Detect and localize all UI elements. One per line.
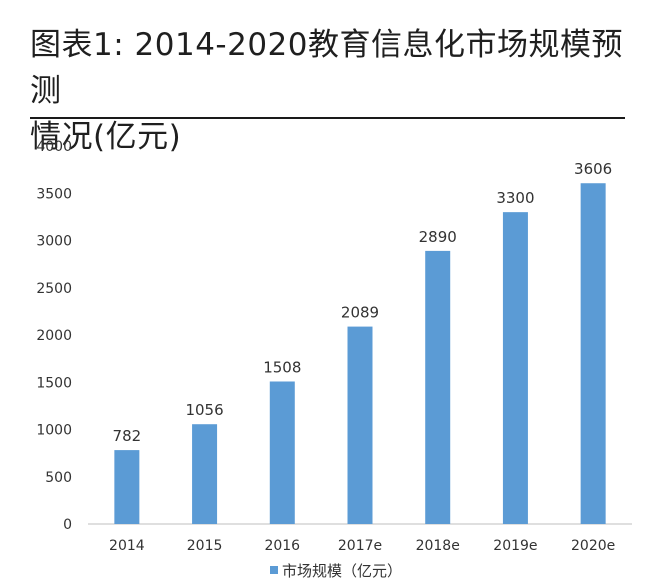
y-tick-label: 3500 bbox=[36, 186, 72, 202]
x-tick-label: 2016 bbox=[264, 538, 300, 554]
y-tick-label: 500 bbox=[45, 470, 72, 486]
legend-label: 市场规模（亿元） bbox=[282, 562, 402, 580]
x-tick-label: 2020e bbox=[571, 538, 615, 554]
chart-title-line-2: 情况(亿元) bbox=[30, 119, 182, 155]
data-label: 3606 bbox=[574, 160, 612, 178]
data-label: 1056 bbox=[185, 401, 223, 419]
x-tick-label: 2018e bbox=[416, 538, 460, 554]
bar bbox=[192, 424, 218, 524]
x-tick-label: 2017e bbox=[338, 538, 382, 554]
data-label: 2890 bbox=[419, 228, 457, 246]
data-label: 3300 bbox=[496, 189, 534, 207]
data-label: 2089 bbox=[341, 304, 379, 322]
bar bbox=[425, 250, 451, 524]
y-tick-label: 2500 bbox=[36, 281, 72, 297]
x-tick-label: 2014 bbox=[109, 538, 145, 554]
y-tick-label: 3000 bbox=[36, 234, 72, 250]
chart-title: 图表1: 2014-2020教育信息化市场规模预测 情况(亿元) bbox=[30, 22, 630, 160]
y-tick-label: 4000 bbox=[36, 139, 72, 155]
y-tick-label: 2000 bbox=[36, 328, 72, 344]
y-tick-label: 1000 bbox=[36, 423, 72, 439]
bar bbox=[347, 326, 373, 524]
chart-title-line-1: 图表1: 2014-2020教育信息化市场规模预测 bbox=[30, 27, 623, 109]
x-tick-label: 2015 bbox=[187, 538, 223, 554]
bar bbox=[114, 450, 140, 524]
legend-swatch bbox=[270, 566, 278, 574]
data-label: 1508 bbox=[263, 358, 301, 376]
y-tick-label: 0 bbox=[63, 517, 72, 533]
data-label: 782 bbox=[113, 427, 142, 445]
bar bbox=[269, 381, 295, 524]
bar bbox=[502, 212, 528, 524]
bar bbox=[580, 183, 606, 524]
x-tick-label: 2019e bbox=[493, 538, 537, 554]
y-tick-label: 1500 bbox=[36, 375, 72, 391]
title-divider bbox=[30, 117, 625, 119]
